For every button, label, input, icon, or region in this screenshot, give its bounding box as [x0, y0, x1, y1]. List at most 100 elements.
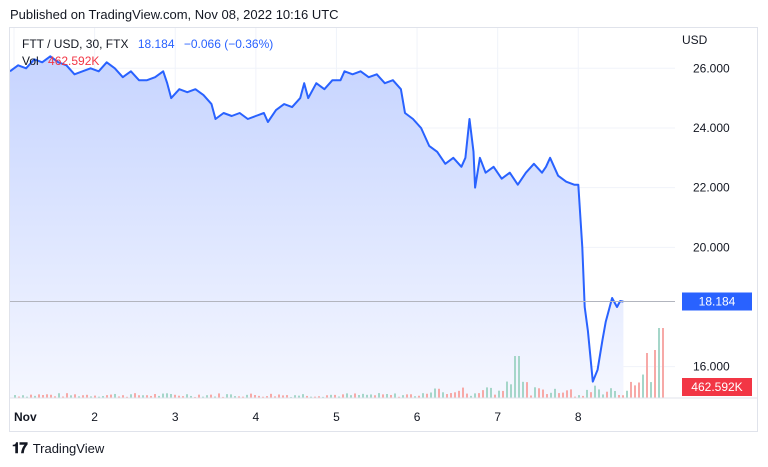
volume-bar: [78, 396, 80, 398]
currency-label: USD: [682, 33, 708, 47]
volume-bar: [94, 395, 96, 398]
volume-bar: [450, 393, 452, 398]
volume-bar: [430, 392, 432, 398]
volume-bar: [574, 396, 576, 398]
volume-bar: [618, 394, 620, 398]
last-price-value: 18.184: [137, 37, 175, 51]
volume-bar: [278, 394, 280, 398]
volume-bar: [638, 382, 640, 398]
volume-bar: [90, 396, 92, 398]
volume-bar: [374, 395, 376, 398]
volume-bar: [74, 394, 76, 398]
tradingview-logo-icon[interactable]: 𝟏𝟕: [12, 440, 28, 457]
volume-bar: [282, 395, 284, 398]
volume-bar: [410, 394, 412, 398]
chart-legend: FTT / USD, 30, FTX 18.184 −0.066 (−0.36%…: [22, 36, 273, 70]
volume-bar: [206, 395, 208, 398]
price-change-value: −0.066 (−0.36%): [183, 37, 274, 51]
volume-bar: [334, 394, 336, 398]
volume-bar: [390, 394, 392, 398]
volume-bar: [178, 395, 180, 398]
volume-bar: [270, 393, 272, 398]
volume-bar: [382, 394, 384, 398]
volume-bar: [98, 396, 100, 398]
volume-bar: [118, 396, 120, 398]
volume-label: Vol: [22, 54, 39, 68]
volume-bar: [170, 394, 172, 398]
volume-bar: [202, 396, 204, 398]
volume-bar: [426, 393, 428, 398]
volume-bar: [310, 396, 312, 398]
volume-bar: [558, 393, 560, 398]
volume-bar: [386, 393, 388, 398]
volume-bar: [502, 390, 504, 398]
volume-bar: [70, 395, 72, 398]
volume-bar: [242, 396, 244, 398]
volume-bar: [598, 389, 600, 398]
y-tick-label: 26.000: [693, 61, 730, 75]
volume-bar: [438, 388, 440, 398]
volume-bar: [194, 396, 196, 398]
volume-bar: [322, 396, 324, 398]
volume-bar: [654, 350, 656, 398]
volume-bar: [134, 393, 136, 398]
volume-bar: [518, 356, 520, 398]
volume-bar: [570, 389, 572, 398]
volume-bar: [186, 394, 188, 398]
volume-bar: [38, 394, 40, 398]
volume-bar: [30, 394, 32, 398]
volume-bar: [266, 396, 268, 398]
volume-bar: [190, 395, 192, 398]
volume-bar: [306, 395, 308, 398]
volume-bar: [554, 388, 556, 398]
volume-bar: [626, 390, 628, 398]
volume-bar: [434, 388, 436, 398]
y-tick-label: 16.000: [693, 360, 730, 374]
volume-bar: [482, 390, 484, 398]
volume-bar: [66, 393, 68, 398]
volume-bar: [62, 396, 64, 398]
volume-tag-label: 462.592K: [691, 380, 742, 394]
symbol-label[interactable]: FTT / USD, 30, FTX: [22, 37, 129, 51]
volume-bar: [82, 395, 84, 398]
volume-bar: [562, 392, 564, 398]
volume-bar: [166, 393, 168, 398]
volume-bar: [362, 393, 364, 398]
volume-bar: [414, 396, 416, 398]
chart-panel[interactable]: USD 26.000 24.000 22.000 20.000 16.000 18.184 4…: [9, 27, 758, 432]
volume-bar: [22, 395, 24, 398]
volume-bar: [318, 396, 320, 398]
volume-bar: [646, 353, 648, 398]
x-tick-label: 5: [333, 410, 340, 424]
volume-bar: [534, 387, 536, 398]
volume-bar: [614, 390, 616, 398]
price-chart[interactable]: USD 26.000 24.000 22.000 20.000 16.000 18.184 4…: [10, 28, 758, 432]
volume-bar: [346, 393, 348, 398]
volume-bar: [50, 394, 52, 398]
volume-bar: [150, 395, 152, 398]
volume-bar: [566, 390, 568, 398]
volume-bar: [658, 328, 660, 398]
volume-bar: [522, 381, 524, 398]
volume-bar: [354, 393, 356, 398]
volume-bar: [422, 393, 424, 398]
volume-bar: [218, 393, 220, 398]
volume-bar: [594, 385, 596, 398]
volume-bar: [58, 393, 60, 398]
volume-bar: [254, 395, 256, 398]
x-tick-label: 4: [253, 410, 260, 424]
volume-bar: [418, 395, 420, 398]
volume-bar: [470, 395, 472, 398]
volume-value: 462.592K: [48, 54, 100, 68]
published-caption: Published on TradingView.com, Nov 08, 20…: [10, 7, 339, 22]
volume-bar: [210, 394, 212, 398]
volume-bar: [394, 393, 396, 398]
brand-name[interactable]: TradingView: [32, 441, 105, 456]
volume-bar: [454, 392, 456, 398]
volume-bar: [578, 395, 580, 398]
volume-bar: [302, 394, 304, 398]
volume-bar: [234, 396, 236, 398]
volume-bar: [442, 392, 444, 398]
volume-bar: [122, 395, 124, 398]
volume-bar: [290, 396, 292, 398]
